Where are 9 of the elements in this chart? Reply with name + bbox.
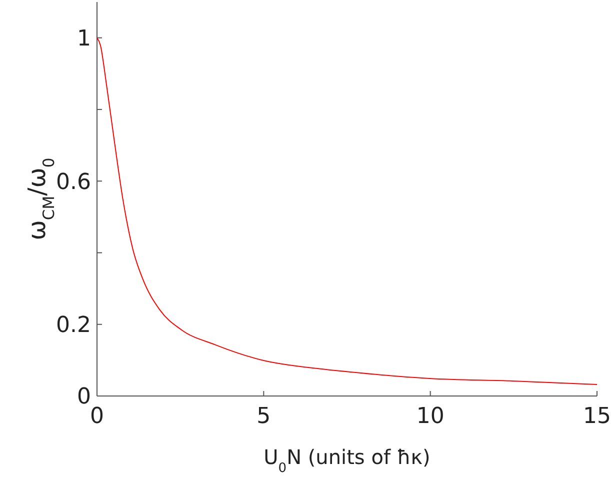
x-axis-title: U$_{0}$N (units of ħκ) xyxy=(264,445,430,476)
y-tick-label: 0.6 xyxy=(56,170,91,195)
x-tick-label: 15 xyxy=(583,404,611,429)
line-series xyxy=(96,37,598,386)
y-tick-label: 1 xyxy=(77,26,91,52)
x-tick-label: 10 xyxy=(416,404,444,429)
x-tick-label: 5 xyxy=(256,404,271,429)
y-tick-label: 0 xyxy=(77,384,91,410)
y-tick-label: 0.2 xyxy=(56,313,91,338)
